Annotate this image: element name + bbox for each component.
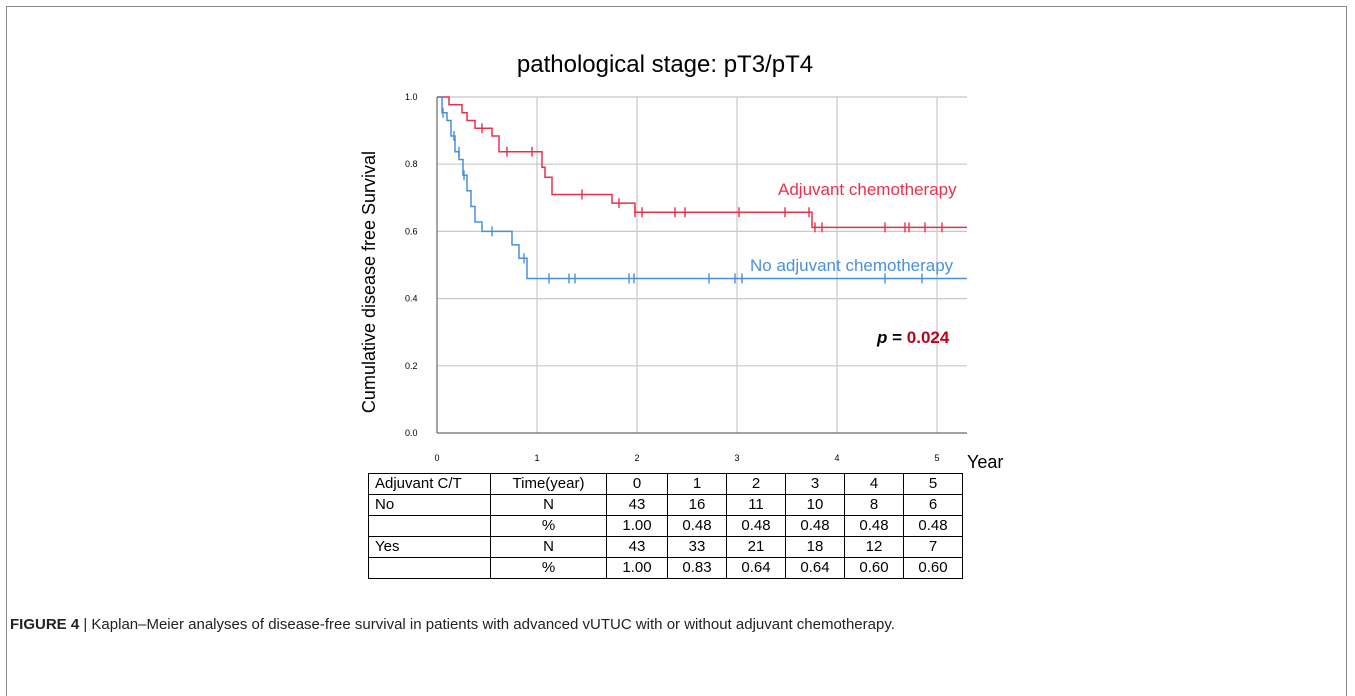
table-header-cell: 2 xyxy=(726,473,786,495)
caption-separator: | xyxy=(79,616,92,633)
x-tick-label: 5 xyxy=(934,453,939,463)
series-line-adjuvant xyxy=(437,96,967,229)
table-header-cell: 3 xyxy=(785,473,845,495)
series-label-no-adjuvant: No adjuvant chemotherapy xyxy=(750,256,954,275)
axes: 0.0 0.2 0.4 0.6 0.8 1.0 0 1 2 3 4 5 xyxy=(405,92,967,463)
table-header-cell: 4 xyxy=(844,473,904,495)
table-cell: 0.48 xyxy=(726,515,786,537)
p-equals: = xyxy=(887,328,906,347)
table-cell: 0.48 xyxy=(903,515,963,537)
table-header-cell: 1 xyxy=(667,473,727,495)
table-cell: % xyxy=(490,515,607,537)
p-value-annotation: p = 0.024 xyxy=(876,328,950,347)
x-tick-label: 4 xyxy=(834,453,839,463)
y-tick-label: 0.2 xyxy=(405,361,418,371)
table-cell: 33 xyxy=(667,536,727,558)
y-tick-label: 0.6 xyxy=(405,226,418,236)
table-cell: 11 xyxy=(726,494,786,516)
figure-label: FIGURE 4 xyxy=(10,616,80,633)
table-cell: N xyxy=(490,536,607,558)
table-cell: 8 xyxy=(844,494,904,516)
table-cell: 0.83 xyxy=(667,557,727,579)
p-symbol: p xyxy=(876,328,887,347)
table-cell xyxy=(368,515,491,537)
p-value: 0.024 xyxy=(907,328,950,347)
table-cell: 0.60 xyxy=(844,557,904,579)
table-cell: 1.00 xyxy=(606,557,668,579)
table-cell: 0.64 xyxy=(726,557,786,579)
table-cell: 43 xyxy=(606,494,668,516)
table-row: Yes N 43 33 21 18 12 7 xyxy=(368,536,963,558)
caption-text: Kaplan–Meier analyses of disease-free su… xyxy=(91,616,895,633)
x-tick-label: 2 xyxy=(634,453,639,463)
table-cell: 16 xyxy=(667,494,727,516)
table-cell: 0.48 xyxy=(667,515,727,537)
table-header-row: Adjuvant C/T Time(year) 0 1 2 3 4 5 xyxy=(368,473,963,495)
table-header-cell: 5 xyxy=(903,473,963,495)
table-cell: 18 xyxy=(785,536,845,558)
x-tick-label: 3 xyxy=(734,453,739,463)
table-cell: 7 xyxy=(903,536,963,558)
figure-caption: FIGURE 4 | Kaplan–Meier analyses of dise… xyxy=(10,616,895,633)
figure-frame xyxy=(6,6,1347,696)
series-line-no-adjuvant xyxy=(437,96,967,280)
series-layer xyxy=(437,96,967,284)
table-row: % 1.00 0.83 0.64 0.64 0.60 0.60 xyxy=(368,557,963,579)
table-header-cell: Adjuvant C/T xyxy=(368,473,491,495)
table-cell: 0.48 xyxy=(785,515,845,537)
x-tick-label: 0 xyxy=(434,453,439,463)
table-row: No N 43 16 11 10 8 6 xyxy=(368,494,963,516)
series-label-adjuvant: Adjuvant chemotherapy xyxy=(778,180,957,199)
y-tick-label: 0.8 xyxy=(405,159,418,169)
survival-table: Adjuvant C/T Time(year) 0 1 2 3 4 5 No N 43 16 11 10 8… xyxy=(368,473,963,579)
table-cell: 21 xyxy=(726,536,786,558)
table-row: % 1.00 0.48 0.48 0.48 0.48 0.48 xyxy=(368,515,963,537)
table-cell: % xyxy=(490,557,607,579)
table-cell: 12 xyxy=(844,536,904,558)
y-axis-label: Cumulative disease free Survival xyxy=(359,151,379,413)
x-tick-label: 1 xyxy=(534,453,539,463)
table-cell: N xyxy=(490,494,607,516)
table-cell: 0.60 xyxy=(903,557,963,579)
y-tick-label: 1.0 xyxy=(405,92,418,102)
table-cell: Yes xyxy=(368,536,491,558)
chart-title: pathological stage: pT3/pT4 xyxy=(517,51,813,78)
x-axis-label: Year xyxy=(967,452,1003,472)
table-cell: No xyxy=(368,494,491,516)
table-cell xyxy=(368,557,491,579)
table-cell: 0.48 xyxy=(844,515,904,537)
table-cell: 43 xyxy=(606,536,668,558)
table-cell: 0.64 xyxy=(785,557,845,579)
km-chart: pathological stage: pT3/pT4 0.0 0.2 0.4 0.6… xyxy=(359,51,1003,472)
table-cell: 6 xyxy=(903,494,963,516)
table-header-cell: Time(year) xyxy=(490,473,607,495)
table-cell: 1.00 xyxy=(606,515,668,537)
y-tick-label: 0.0 xyxy=(405,428,418,438)
y-tick-label: 0.4 xyxy=(405,294,418,304)
table-cell: 10 xyxy=(785,494,845,516)
table-header-cell: 0 xyxy=(606,473,668,495)
